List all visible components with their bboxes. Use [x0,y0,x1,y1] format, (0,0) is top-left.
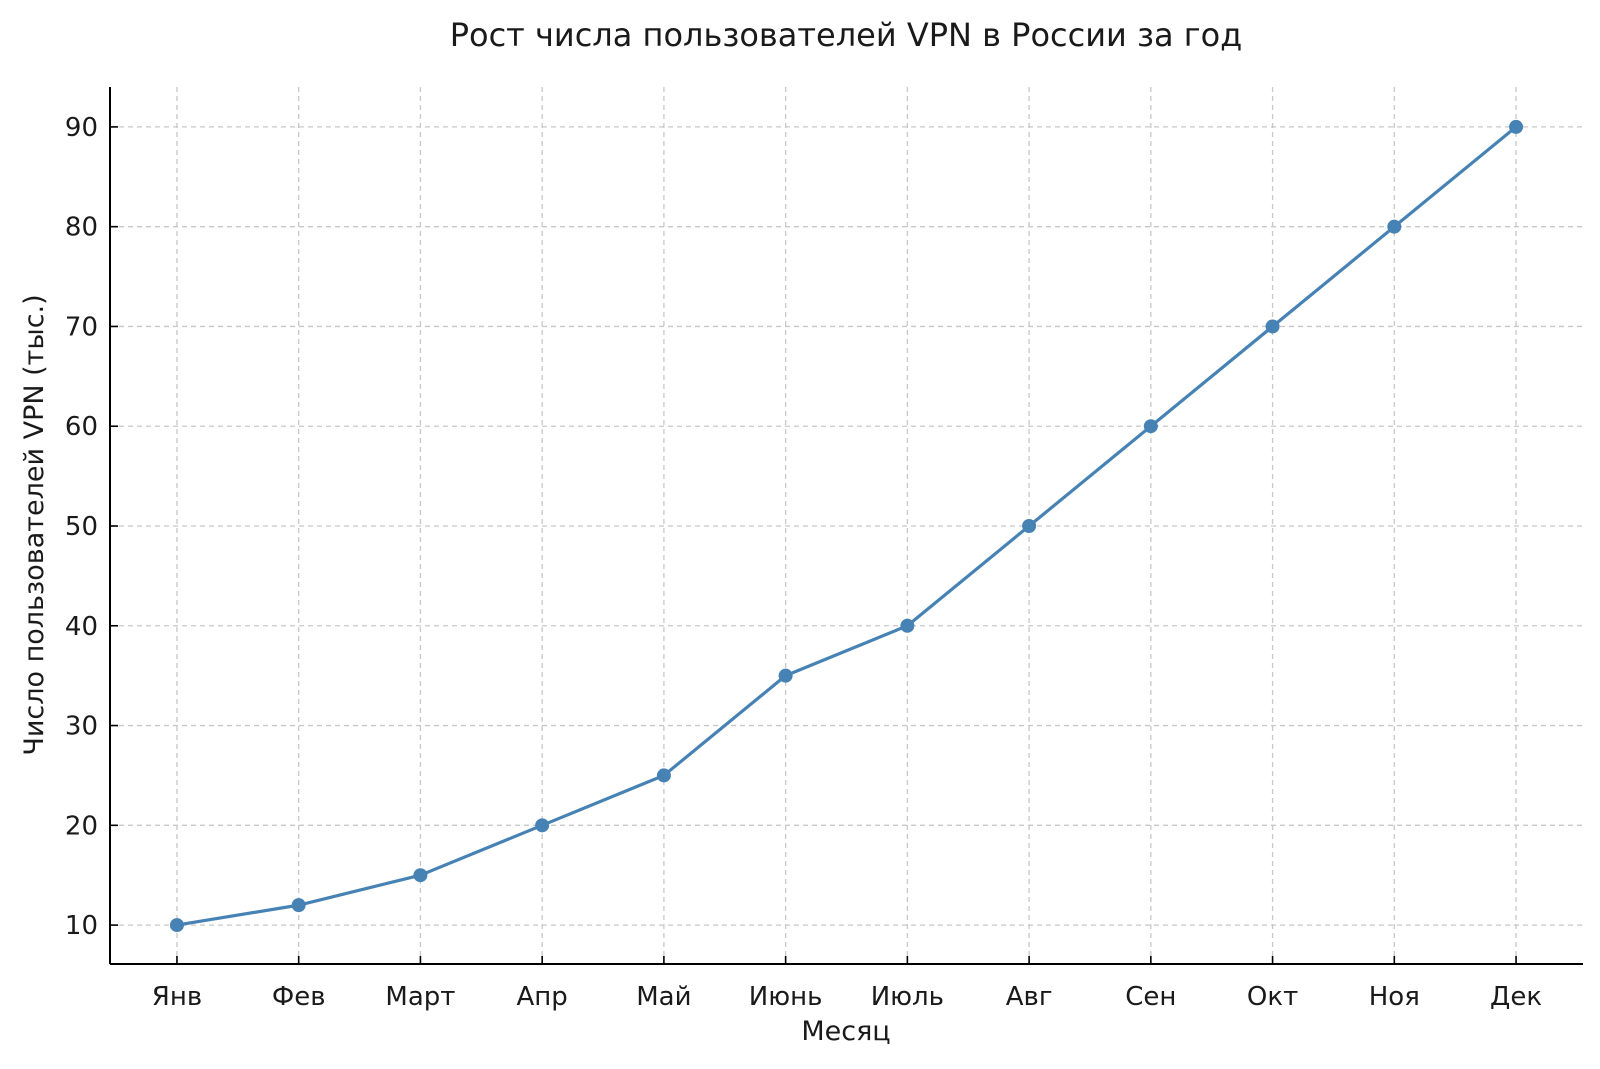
series-line [169,119,1524,933]
data-point [169,918,184,933]
data-point [1509,119,1524,134]
y-axis-label: Число пользователей VPN (тыс.) [19,294,50,755]
y-tick-label: 10 [65,911,98,941]
chart-title: Рост числа пользователей VPN в России за… [450,16,1243,54]
x-tick-label: Окт [1247,982,1298,1012]
y-tick-label: 60 [65,412,98,442]
data-point [1022,518,1037,533]
data-point [656,768,671,783]
x-tick-label: Апр [517,982,568,1012]
data-point [413,868,428,883]
x-axis-label: Месяц [801,1016,890,1047]
axes: Янв Фев Март Апр Май Июнь Июль Авг Сен Окт Ноя Дек 1… [65,87,1583,1012]
data-point [1387,219,1402,234]
y-tick-label: 70 [65,312,98,342]
x-tick-label: Июль [871,982,944,1012]
x-tick-label: Фев [272,982,326,1012]
data-point [900,618,915,633]
x-tick-label: Июнь [749,982,823,1012]
x-tick-label: Янв [152,982,202,1012]
x-tick-label: Сен [1125,982,1176,1012]
y-tick-label: 80 [65,213,98,243]
y-tick-label: 50 [65,512,98,542]
data-point [1265,319,1280,334]
x-tick-label: Март [385,982,455,1012]
x-tick-label: Авг [1006,982,1053,1012]
y-tick-label: 90 [65,113,98,143]
grid [110,87,1583,964]
y-tick-label: 40 [65,612,98,642]
y-tick-label: 20 [65,811,98,841]
data-line [176,125,1518,927]
data-point [1143,419,1158,434]
data-point [535,818,550,833]
data-point [291,898,306,913]
y-tick-label: 30 [65,712,98,742]
x-tick-label: Дек [1490,982,1542,1012]
x-tick-label: Ноя [1369,982,1420,1012]
data-point [778,668,793,683]
x-tick-label: Май [636,982,691,1012]
